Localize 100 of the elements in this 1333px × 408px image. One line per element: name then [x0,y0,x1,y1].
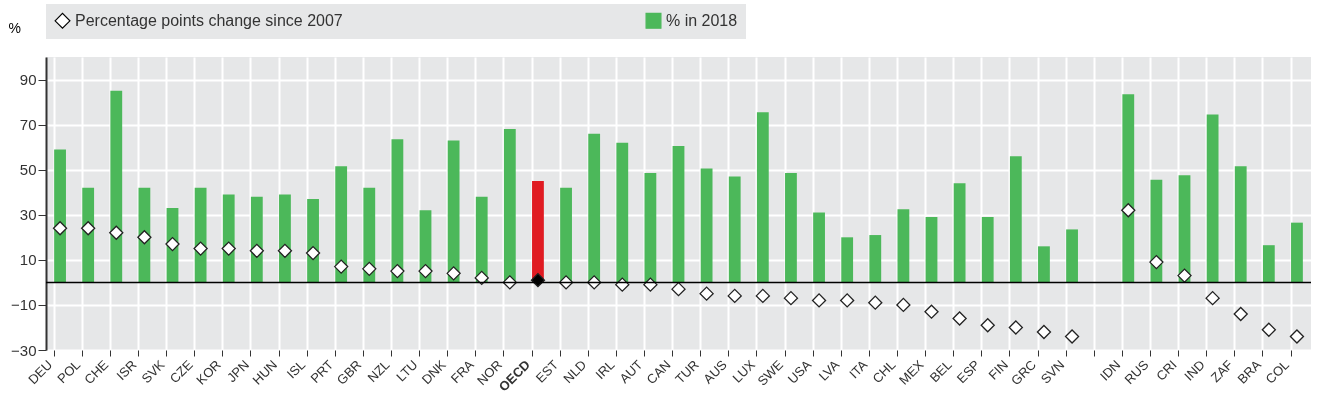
point [868,295,883,310]
bar [82,187,95,283]
legend-label: % in 2018 [666,11,738,29]
bar [138,187,151,283]
point [474,270,489,286]
point [530,272,546,288]
bar [560,187,572,283]
point [699,286,714,301]
bar [756,112,769,283]
x-tick-label: FIN [985,357,1011,383]
bar [728,176,741,283]
point [249,243,264,258]
bar [1291,222,1303,283]
x-tick-label: IDN [1096,357,1124,384]
point [896,297,911,313]
bar [363,187,376,283]
point [1177,268,1192,283]
x-tick-label: CHL [869,357,899,387]
point [952,311,967,326]
point [840,293,855,308]
point [727,288,742,304]
bar [785,173,797,283]
point [277,243,293,258]
bar [588,133,601,283]
y-tick-label: 30 [19,206,37,224]
bar [1234,166,1247,283]
point [446,266,461,281]
point [109,225,124,240]
x-tick-label: ESP [953,357,983,387]
bar [672,146,685,283]
x-tick-label: JPN [223,357,252,386]
point [221,241,236,256]
bar [1038,246,1050,283]
x-tick-label: TUR [672,357,702,387]
x-tick-label: POL [54,357,84,387]
point [1233,306,1248,322]
bar [1262,245,1275,283]
bar [335,166,348,283]
point [193,241,208,256]
y-tick-label: 70 [19,116,37,134]
x-tick-label: ISR [113,357,140,384]
bar [869,235,882,283]
point [924,304,939,319]
bar [475,196,488,283]
point [980,318,995,333]
point [1261,322,1276,337]
x-tick-label: LVA [815,356,843,384]
x-tick-label: IND [1181,357,1208,384]
bar [110,90,123,283]
point [755,288,770,304]
y-tick-label: 50 [19,161,37,179]
bar [1009,156,1022,283]
y-axis-title: % [8,19,21,36]
point [334,259,349,274]
bar [391,139,404,283]
bar [813,212,825,283]
legend-label: Percentage points change since 2007 [75,11,343,29]
bar [925,217,938,283]
bar [644,173,657,283]
bar [447,140,460,283]
bar [1150,179,1163,283]
x-tick-label: BEL [926,357,955,386]
y-tick-label: −10 [11,296,37,314]
point [1121,203,1136,218]
point [1149,254,1164,270]
y-tick-label: 10 [19,251,37,269]
bar [841,237,854,283]
x-tick-label: CRI [1153,357,1180,384]
point [643,277,658,292]
point [362,261,377,277]
point [615,277,630,292]
y-tick-label: −30 [11,341,37,359]
bar [981,217,994,283]
point [811,293,827,308]
point [1289,329,1305,344]
point [1036,324,1052,340]
bar [1122,94,1135,283]
bar [953,183,966,283]
point [1064,329,1080,344]
y-tick-label: 90 [19,71,37,89]
x-tick-label: CZE [166,356,196,387]
point [137,230,152,245]
point [1008,320,1023,335]
point [390,263,405,279]
bar [1206,114,1219,283]
bar [616,142,629,283]
x-tick-label: FRA [447,356,478,387]
point [52,221,68,236]
x-tick-label: COL [1262,357,1293,387]
x-tick-label: ITA [846,356,871,382]
bar [194,187,207,283]
bar [54,149,66,283]
x-tick-label: IRL [592,357,618,382]
point [783,290,799,306]
point [1205,290,1220,306]
point [81,221,96,236]
bar [503,129,516,283]
x-tick-label: USA [784,356,815,387]
bar [897,209,910,283]
point [305,245,321,261]
